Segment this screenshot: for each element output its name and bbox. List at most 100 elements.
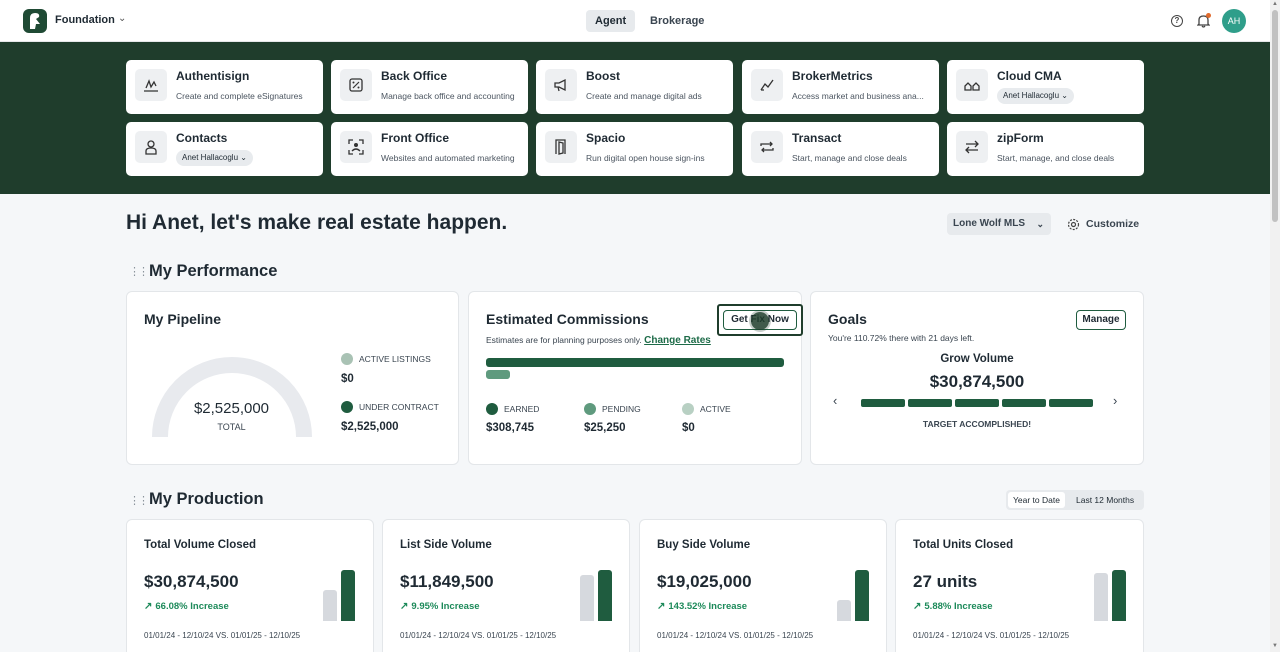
current-period-bar <box>598 570 612 621</box>
mls-select[interactable]: Lone Wolf MLS ⌄ <box>947 213 1051 235</box>
chevron-down-icon[interactable]: ⌄ <box>118 13 127 24</box>
pipeline-total-label: TOTAL <box>217 422 246 432</box>
top-bar: Foundation ⌄ Agent Brokerage ? AH <box>0 0 1270 42</box>
production-card-change: ↗ 5.88% Increase <box>913 601 993 612</box>
app-card-front-office[interactable]: Front Office Websites and automated mark… <box>331 122 528 176</box>
app-name: Back Office <box>381 69 448 83</box>
current-period-bar <box>1112 570 1126 621</box>
gear-icon[interactable] <box>1067 218 1080 231</box>
production-card-dates: 01/01/24 - 12/10/24 VS. 01/01/25 - 12/10… <box>657 631 814 640</box>
app-card-authentisign[interactable]: Authentisign Create and complete eSignat… <box>126 60 323 114</box>
change-rates-link[interactable]: Change Rates <box>644 335 711 346</box>
chevron-right-icon[interactable]: › <box>1113 393 1118 408</box>
app-card-spacio[interactable]: Spacio Run digital open house sign-ins <box>536 122 733 176</box>
percent-icon <box>340 69 372 101</box>
under-contract-dot <box>341 401 353 413</box>
customize-button[interactable]: Customize <box>1086 218 1140 230</box>
scroll-thumb[interactable] <box>1272 10 1278 222</box>
goal-progress-segment <box>955 399 999 407</box>
commissions-title: Estimated Commissions <box>486 311 649 327</box>
production-card-title: List Side Volume <box>400 539 492 551</box>
app-description: Start, manage, and close deals <box>997 153 1115 163</box>
focus-ring <box>717 304 803 336</box>
account-select[interactable]: Anet Hallacoglu ⌄ <box>176 150 253 166</box>
previous-period-bar <box>580 574 594 621</box>
manage-goals-button[interactable]: Manage <box>1076 310 1126 330</box>
notification-dot <box>1206 13 1211 18</box>
chevron-left-icon[interactable]: ‹ <box>833 393 838 408</box>
active-value: $0 <box>682 422 695 434</box>
drag-handle-icon[interactable]: ⋮⋮ <box>129 266 149 278</box>
app-card-zipform[interactable]: zipForm Start, manage, and close deals <box>947 122 1144 176</box>
pipeline-gauge <box>152 357 312 438</box>
foundation-logo-icon[interactable] <box>23 9 47 33</box>
goal-progress-segment <box>1002 399 1046 407</box>
brand-name[interactable]: Foundation <box>55 14 115 26</box>
scroll-up-icon[interactable]: ▲ <box>1272 1 1278 7</box>
trending-up-icon: ↗ <box>913 601 922 612</box>
production-card-total-units: Total Units Closed 27 units ↗ 5.88% Incre… <box>895 519 1144 652</box>
account-select-value: Anet Hallacoglu <box>1003 91 1060 100</box>
change-text: 66.08% Increase <box>155 601 229 612</box>
trending-up-icon: ↗ <box>144 601 153 612</box>
app-description: Run digital open house sign-ins <box>586 153 705 163</box>
scrollbar[interactable]: ▲ ▼ <box>1270 0 1280 652</box>
chevron-down-icon: ⌄ <box>1036 219 1044 229</box>
app-description: Create and manage digital ads <box>586 91 702 101</box>
app-card-transact[interactable]: Transact Start, manage and close deals <box>742 122 939 176</box>
app-description: Start, manage and close deals <box>792 153 907 163</box>
production-card-title: Total Volume Closed <box>144 539 257 551</box>
help-icon[interactable]: ? <box>1171 15 1183 27</box>
account-select[interactable]: Anet Hallacoglu ⌄ <box>997 88 1074 104</box>
production-card-title: Total Units Closed <box>913 539 1014 551</box>
pipeline-card: My Pipeline $2,525,000 TOTAL ACTIVE LIST… <box>126 291 459 465</box>
signature-icon <box>135 69 167 101</box>
scan-person-icon <box>340 131 372 163</box>
current-period-bar <box>855 570 869 621</box>
goals-card: Goals Manage You're 110.72% there with 2… <box>810 291 1144 465</box>
app-description: Manage back office and accounting <box>381 91 515 101</box>
production-section-title: My Production <box>149 490 264 508</box>
active-listings-value: $0 <box>341 373 354 385</box>
tab-agent[interactable]: Agent <box>586 10 636 32</box>
app-card-back-office[interactable]: Back Office Manage back office and accou… <box>331 60 528 114</box>
app-description: Access market and business ana... <box>792 91 924 101</box>
door-icon <box>545 131 577 163</box>
app-card-contacts[interactable]: Contacts Anet Hallacoglu ⌄ <box>126 122 323 176</box>
pending-dot <box>584 403 596 415</box>
scroll-down-icon[interactable]: ▼ <box>1272 643 1278 649</box>
bell-icon[interactable] <box>1197 14 1210 28</box>
megaphone-icon <box>545 69 577 101</box>
production-card-dates: 01/01/24 - 12/10/24 VS. 01/01/25 - 12/10… <box>144 631 301 640</box>
trending-up-icon: ↗ <box>400 601 409 612</box>
toggle-last-12-months[interactable]: Last 12 Months <box>1076 495 1135 505</box>
avatar[interactable]: AH <box>1222 9 1246 33</box>
production-card-change: ↗ 9.95% Increase <box>400 601 480 612</box>
goal-progress-segment <box>908 399 952 407</box>
gauge-track <box>152 357 312 438</box>
production-card-dates: 01/01/24 - 12/10/24 VS. 01/01/25 - 12/10… <box>400 631 557 640</box>
pending-label: PENDING <box>602 404 641 414</box>
commissions-subtitle: Estimates are for planning purposes only… <box>486 335 711 346</box>
toggle-year-to-date[interactable]: Year to Date <box>1008 492 1065 508</box>
houses-icon <box>956 69 988 101</box>
app-name: Spacio <box>586 131 626 145</box>
app-card-boost[interactable]: Boost Create and manage digital ads <box>536 60 733 114</box>
earned-bar <box>486 358 784 367</box>
pending-value: $25,250 <box>584 422 626 434</box>
tab-brokerage[interactable]: Brokerage <box>650 15 705 27</box>
chart-line-icon <box>751 69 783 101</box>
previous-period-bar <box>837 600 851 621</box>
production-card-change: ↗ 66.08% Increase <box>144 601 229 612</box>
drag-handle-icon[interactable]: ⋮⋮ <box>129 495 149 507</box>
commissions-card: Estimated Commissions Get Fix Now Estima… <box>468 291 803 465</box>
app-card-cloud-cma[interactable]: Cloud CMA Anet Hallacoglu ⌄ <box>947 60 1144 114</box>
person-icon <box>135 131 167 163</box>
app-card-brokermetrics[interactable]: BrokerMetrics Access market and business… <box>742 60 939 114</box>
goals-title: Goals <box>828 311 867 327</box>
active-label: ACTIVE <box>700 404 731 414</box>
greeting-heading: Hi Anet, let's make real estate happen. <box>126 211 508 234</box>
production-card-total-volume: Total Volume Closed $30,874,500 ↗ 66.08% … <box>126 519 374 652</box>
production-card-list-side: List Side Volume $11,849,500 ↗ 9.95% Incr… <box>382 519 630 652</box>
goal-progress-segment <box>1049 399 1093 407</box>
